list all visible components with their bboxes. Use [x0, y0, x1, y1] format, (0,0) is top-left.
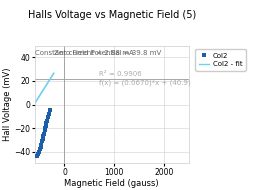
- Point: [41, 137, 45, 140]
- Point: [39, 143, 44, 146]
- Point: [44, 122, 48, 125]
- Point: [39, 145, 43, 148]
- Point: [48, 109, 52, 112]
- Point: [46, 112, 51, 116]
- Point: [45, 116, 50, 119]
- Point: [36, 152, 40, 155]
- Text: Halls Voltage vs Magnetic Field (5): Halls Voltage vs Magnetic Field (5): [28, 10, 196, 20]
- Point: [42, 129, 47, 132]
- Legend: Col2, Col2 - fit: Col2, Col2 - fit: [196, 49, 246, 71]
- Point: [44, 124, 48, 127]
- X-axis label: Magnetic Field (gauss): Magnetic Field (gauss): [64, 179, 159, 188]
- Point: [38, 148, 42, 151]
- Point: [37, 150, 41, 153]
- Text: R² = 0.9906
f(x) = (0.0670)*x + (40.9): R² = 0.9906 f(x) = (0.0670)*x + (40.9): [99, 71, 191, 86]
- Y-axis label: Hall Voltage (mV): Hall Voltage (mV): [2, 68, 11, 141]
- Point: [42, 132, 46, 135]
- Point: [40, 139, 44, 142]
- Text: Zero Field Potential = 39.8 mV: Zero Field Potential = 39.8 mV: [54, 50, 161, 56]
- Point: [35, 155, 39, 158]
- Point: [45, 120, 49, 123]
- Point: [43, 127, 47, 130]
- Text: Constant current = 2.88 mA: Constant current = 2.88 mA: [35, 50, 134, 56]
- Point: [41, 135, 45, 138]
